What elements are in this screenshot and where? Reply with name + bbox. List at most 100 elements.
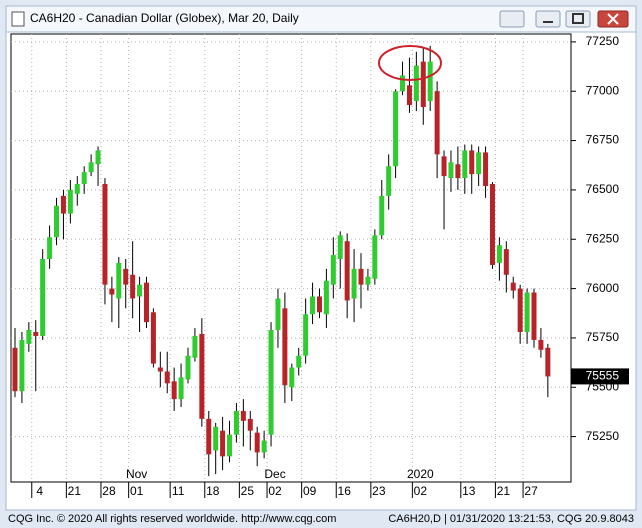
x-tick-label: 18 (206, 484, 220, 498)
candle-body (47, 237, 53, 259)
candle-body (510, 282, 516, 291)
x-tick-label: 21 (497, 484, 511, 498)
footer-right: CA6H20,D | 01/31/2020 13:21:53, CQG 20.9… (388, 513, 634, 525)
candle-body (469, 150, 475, 175)
candle-body (289, 367, 295, 388)
candle-body (337, 235, 343, 259)
y-tick-label: 77250 (586, 34, 620, 48)
y-tick-label: 75750 (586, 330, 620, 344)
y-tick-label: 76000 (586, 281, 620, 295)
candle-body (19, 339, 25, 392)
candle-body (524, 292, 530, 333)
candle-body (164, 371, 170, 384)
month-label: 2020 (407, 467, 434, 481)
candle-body (60, 195, 66, 214)
candle-body (379, 195, 385, 236)
y-tick-label: 75250 (586, 429, 620, 443)
candle-body (123, 268, 129, 285)
candle-body (74, 183, 80, 194)
candle-body (220, 430, 226, 457)
close-icon (607, 13, 619, 25)
candle-body (316, 296, 322, 313)
candle-body (143, 282, 149, 323)
candle-body (310, 296, 316, 315)
candle-body (531, 292, 537, 340)
y-tick-label: 76250 (586, 231, 620, 245)
candle-body (296, 355, 302, 368)
y-tick-label: 76500 (586, 182, 620, 196)
candle-body (483, 152, 489, 186)
candle-body (489, 183, 495, 265)
candle-body (503, 249, 509, 275)
candle-body (282, 308, 288, 386)
candle-body (150, 312, 156, 364)
x-tick-label: 28 (102, 484, 116, 498)
x-tick-label: 21 (68, 484, 82, 498)
candle-body (386, 166, 392, 196)
candle-body (303, 314, 309, 356)
maximize-icon (572, 13, 584, 24)
candle-body (95, 150, 101, 165)
last-price-box (571, 368, 629, 385)
x-tick-label: 16 (338, 484, 352, 498)
plot-area (10, 33, 572, 483)
candle-body (157, 367, 163, 372)
candle-body (455, 164, 461, 179)
minimize-button[interactable] (535, 10, 561, 28)
candle-body (275, 298, 281, 331)
candle-body (26, 330, 32, 344)
candle-body (427, 61, 433, 102)
candle-body (171, 381, 177, 400)
candle-body (109, 288, 115, 295)
candle-body (67, 189, 73, 214)
candle-body (247, 418, 253, 431)
y-tick-label: 76750 (586, 133, 620, 147)
candle-body (413, 65, 419, 102)
link-button[interactable] (499, 10, 525, 28)
candle-body (323, 280, 329, 315)
candle-body (351, 268, 357, 299)
title-bar (5, 5, 637, 33)
candle-body (213, 426, 219, 451)
candle-body (330, 255, 336, 285)
candle-body (400, 75, 406, 92)
candle-body (199, 333, 205, 419)
x-tick-label: 4 (36, 484, 43, 498)
candle-body (434, 91, 440, 155)
candle-body (178, 377, 184, 400)
candle-body (517, 288, 523, 333)
month-label: Dec (264, 467, 285, 481)
month-label: Nov (126, 467, 147, 481)
candle-body (33, 332, 39, 336)
plot-layer: 7525075500757507600076250765007675077000… (11, 34, 629, 498)
x-tick-label: 27 (524, 484, 538, 498)
candle-body (40, 258, 46, 336)
candle-body (496, 245, 502, 263)
candle-body (254, 432, 260, 453)
x-tick-label: 13 (462, 484, 476, 498)
candle-body (372, 235, 378, 279)
candle-body (240, 410, 246, 421)
candle-body (358, 268, 364, 285)
x-tick-label: 02 (268, 484, 282, 498)
candle-body (261, 440, 267, 453)
candle-body (116, 262, 122, 299)
candle-body (545, 347, 551, 377)
candle-body (206, 418, 212, 455)
candle-body (365, 276, 371, 285)
x-tick-label: 01 (130, 484, 144, 498)
candle-body (393, 91, 399, 167)
candle-body (344, 241, 350, 301)
x-tick-label: 23 (372, 484, 386, 498)
candle-body (227, 434, 233, 457)
candle-body (137, 284, 143, 297)
candle-body (102, 183, 108, 285)
y-tick-label: 77000 (586, 83, 620, 97)
candle-body (88, 162, 94, 173)
candle-body (476, 152, 482, 175)
candle-body (441, 156, 447, 177)
candle-body (268, 330, 274, 435)
candle-body (130, 274, 136, 299)
candle-body (185, 355, 191, 380)
